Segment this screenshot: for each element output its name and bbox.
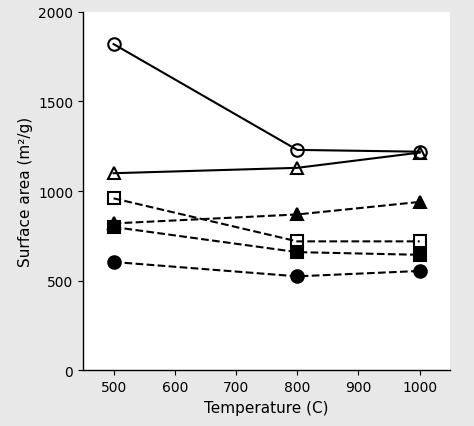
X-axis label: Temperature (C): Temperature (C) — [204, 400, 329, 415]
Y-axis label: Surface area (m²/g): Surface area (m²/g) — [18, 117, 33, 267]
